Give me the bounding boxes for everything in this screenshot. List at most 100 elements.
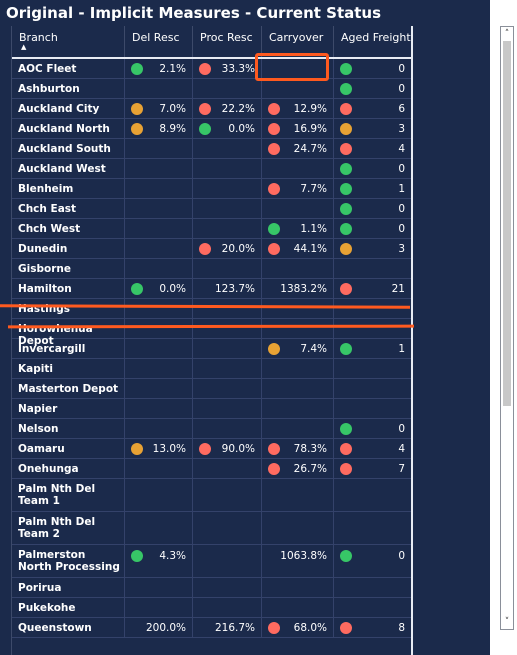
branch-cell: Gisborne [12, 259, 125, 278]
carryover-cell [262, 359, 334, 378]
cell-value: 13.0% [152, 443, 186, 455]
del-resc-cell: 0.0% [125, 279, 193, 298]
scroll-thumb[interactable] [503, 41, 511, 406]
table-row[interactable]: Kapiti [12, 359, 411, 379]
carryover-cell: 24.7% [262, 139, 334, 158]
aged-freight-cell: 7 [334, 459, 411, 478]
table-row[interactable]: Blenheim 7.7% 1 [12, 179, 411, 199]
status-red-icon [268, 243, 280, 255]
del-resc-cell: 200.0% [125, 618, 193, 637]
proc-resc-cell [193, 159, 262, 178]
table-row[interactable]: Nelson 0 [12, 419, 411, 439]
proc-resc-cell [193, 79, 262, 98]
status-green-icon [340, 63, 352, 75]
cell-value: 1.1% [300, 223, 327, 235]
column-header-branch[interactable]: Branch ▲ [12, 26, 125, 57]
table-row[interactable]: Palm Nth Del Team 2 [12, 512, 411, 545]
table-row[interactable]: AOC Fleet 2.1% 33.3% 0 [12, 59, 411, 79]
del-resc-cell: 2.1% [125, 59, 193, 78]
carryover-cell [262, 299, 334, 318]
aged-freight-cell: 0 [334, 79, 411, 98]
table-row[interactable]: Oamaru 13.0% 90.0% 78.3% 4 [12, 439, 411, 459]
carryover-cell: 16.9% [262, 119, 334, 138]
table-row[interactable]: Hamilton 0.0% 123.7% 1383.2% 21 [12, 279, 411, 299]
table-row[interactable]: Invercargill 7.4% 1 [12, 339, 411, 359]
cell-value: 4.3% [159, 550, 186, 562]
table-row[interactable]: Ashburton 0 [12, 79, 411, 99]
proc-resc-cell [193, 139, 262, 158]
table-row[interactable]: Palmerston North Processing 4.3% 1063.8% 0 [12, 545, 411, 578]
aged-freight-cell: 0 [334, 199, 411, 218]
table-row[interactable]: Dunedin 20.0% 44.1% 3 [12, 239, 411, 259]
table-row[interactable]: Chch West 1.1% 0 [12, 219, 411, 239]
proc-resc-cell [193, 512, 262, 544]
aged-freight-cell [334, 399, 411, 418]
branch-name: AOC Fleet [18, 63, 77, 75]
carryover-cell [262, 578, 334, 597]
table-row[interactable]: Napier [12, 399, 411, 419]
column-header-carryover[interactable]: Carryover [262, 26, 334, 57]
carryover-cell: 78.3% [262, 439, 334, 458]
aged-freight-cell: 1 [334, 339, 411, 358]
proc-resc-cell: 123.7% [193, 279, 262, 298]
status-green-icon [340, 423, 352, 435]
branch-cell: Auckland City [12, 99, 125, 118]
table-row[interactable]: Palm Nth Del Team 1 [12, 479, 411, 512]
status-amber-icon [340, 243, 352, 255]
proc-resc-cell [193, 545, 262, 577]
aged-freight-cell: 3 [334, 239, 411, 258]
vertical-scrollbar[interactable]: ˄ ˅ [500, 26, 514, 630]
table-row[interactable]: Porirua [12, 578, 411, 598]
table-row[interactable]: Auckland West 0 [12, 159, 411, 179]
del-resc-cell [125, 139, 193, 158]
status-green-icon [340, 550, 352, 562]
cell-value: 20.0% [221, 243, 255, 255]
table-row[interactable]: Masterton Depot [12, 379, 411, 399]
column-header-proc-resc[interactable]: Proc Resc [193, 26, 262, 57]
status-green-icon [340, 343, 352, 355]
cell-value: 1383.2% [280, 283, 327, 295]
status-red-icon [340, 622, 352, 634]
cell-value: 1 [398, 183, 405, 195]
carryover-cell [262, 479, 334, 511]
proc-resc-cell [193, 179, 262, 198]
scroll-down-icon[interactable]: ˅ [504, 617, 510, 627]
branch-name: Nelson [18, 423, 59, 435]
aged-freight-cell: 4 [334, 139, 411, 158]
table-row[interactable]: Chch East 0 [12, 199, 411, 219]
cell-value: 16.9% [293, 123, 327, 135]
proc-resc-cell: 20.0% [193, 239, 262, 258]
proc-resc-cell [193, 479, 262, 511]
table-row[interactable]: Pukekohe [12, 598, 411, 618]
table-row[interactable]: Hastings [12, 299, 411, 319]
status-green-icon [199, 123, 211, 135]
table-row[interactable]: Gisborne [12, 259, 411, 279]
column-header-label: Carryover [269, 31, 324, 44]
carryover-cell [262, 319, 334, 338]
branch-name: Auckland City [18, 103, 100, 115]
status-red-icon [340, 143, 352, 155]
del-resc-cell: 8.9% [125, 119, 193, 138]
proc-resc-cell [193, 219, 262, 238]
status-green-icon [340, 83, 352, 95]
cell-value: 33.3% [221, 63, 255, 75]
scroll-up-icon[interactable]: ˄ [504, 29, 510, 39]
table-row[interactable]: Horowhenua Depot [12, 319, 411, 347]
proc-resc-cell: 216.7% [193, 618, 262, 637]
cell-value: 78.3% [293, 443, 327, 455]
del-resc-cell [125, 179, 193, 198]
aged-freight-cell [334, 578, 411, 597]
branch-cell: Auckland South [12, 139, 125, 158]
table-row[interactable]: Queenstown 200.0% 216.7% 68.0% 8 [12, 618, 411, 638]
table-row[interactable]: Auckland South 24.7% 4 [12, 139, 411, 159]
carryover-cell: 68.0% [262, 618, 334, 637]
del-resc-cell [125, 339, 193, 358]
table-row[interactable]: Auckland North 8.9% 0.0% 16.9% 3 [12, 119, 411, 139]
branch-cell: Pukekohe [12, 598, 125, 617]
table-row[interactable]: Auckland City 7.0% 22.2% 12.9% 6 [12, 99, 411, 119]
column-header-del-resc[interactable]: Del Resc [125, 26, 193, 57]
cell-value: 0 [398, 423, 405, 435]
table-row[interactable]: Onehunga 26.7% 7 [12, 459, 411, 479]
column-header-aged-freight[interactable]: Aged Freight [334, 26, 411, 57]
carryover-cell: 7.4% [262, 339, 334, 358]
